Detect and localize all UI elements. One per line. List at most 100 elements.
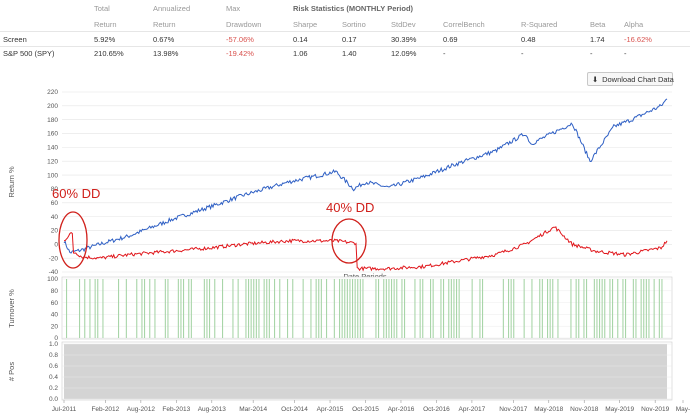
turnover-bar (250, 279, 252, 338)
turnover-bar (102, 279, 104, 338)
turnover-bar (97, 279, 99, 338)
turnover-bar (645, 279, 647, 338)
turnover-bar (458, 279, 460, 338)
turnover-bar (180, 279, 182, 338)
turnover-bar (625, 279, 627, 338)
row-annualized: 0.67% (153, 35, 175, 44)
positions-gridlines (62, 343, 672, 400)
turnover-bar (164, 279, 166, 338)
turnover-bar (430, 279, 432, 338)
return-x-axis-title: Date Periods (343, 272, 387, 281)
turnover-bar (632, 279, 634, 338)
return-y-tick-label: 160 (47, 131, 58, 138)
turnover-bar (531, 279, 533, 338)
header-total-sub: Return (94, 20, 117, 29)
turnover-bar (502, 279, 504, 338)
turnover-bar (570, 279, 572, 338)
row-max-dd: -57.06% (226, 35, 254, 44)
stats-separator (0, 31, 690, 32)
row-max-dd: -19.42% (226, 49, 254, 58)
header-annualized-sub: Return (153, 20, 176, 29)
header-beta: Beta (590, 20, 606, 29)
turnover-bar (118, 279, 120, 338)
header-correlbench: CorrelBench (443, 20, 485, 29)
turnover-bar (450, 279, 452, 338)
turnover-bar (341, 279, 343, 338)
x-tick-labels: Jul-2011 Feb-2012 Aug-2012 Feb-2013 Aug-2013… (52, 400, 690, 413)
annotation-60-dd: 60% DD (52, 186, 100, 201)
x-tick-label: Oct-2016 (423, 406, 450, 413)
row-sortino: 0.17 (342, 35, 357, 44)
return-y-tick-label: 140 (47, 145, 58, 152)
turnover-bar (448, 279, 450, 338)
positions-y-tick-label: 0.8 (49, 352, 58, 359)
turnover-bar (541, 279, 543, 338)
positions-y-tick-label: 0.4 (49, 374, 58, 381)
x-tick-label: Apr-2015 (317, 406, 344, 413)
turnover-bar (79, 279, 81, 338)
header-sortino: Sortino (342, 20, 366, 29)
turnover-gridlines (62, 278, 672, 339)
turnover-bar (456, 279, 458, 338)
turnover-bar (310, 279, 312, 338)
turnover-bar (255, 279, 257, 338)
turnover-bar (419, 279, 421, 338)
turnover-bar (586, 279, 588, 338)
turnover-y-tick-label: 20 (51, 323, 59, 330)
turnover-bar (188, 279, 190, 338)
turnover-bar (287, 279, 289, 338)
header-risk-group: Risk Statistics (MONTHLY Period) (293, 4, 414, 13)
download-chart-data-button[interactable]: ⬇ Download Chart Data (587, 72, 674, 86)
turnover-bar (609, 279, 611, 338)
turnover-bar (523, 279, 525, 338)
turnover-bar (648, 279, 650, 338)
turnover-bar (362, 279, 364, 338)
turnover-bar (318, 279, 320, 338)
header-annualized: Annualized (153, 4, 191, 13)
x-tick-label: Nov-2019 (641, 406, 670, 413)
turnover-bar (315, 279, 317, 338)
turnover-bar (661, 279, 663, 338)
drawdown-circle-2 (331, 218, 367, 264)
turnover-bar (352, 279, 354, 338)
turnover-bar (248, 279, 250, 338)
turnover-bar (354, 279, 356, 338)
turnover-bar (414, 279, 416, 338)
turnover-bar (604, 279, 606, 338)
x-tick-label: May- (676, 406, 690, 413)
return-y-tick-label: 220 (47, 89, 58, 96)
turnover-bar (653, 279, 655, 338)
turnover-bar (640, 279, 642, 338)
return-y-tick-label: 200 (47, 103, 58, 110)
x-tick-label: Jul-2011 (52, 406, 77, 413)
header-alpha: Alpha (624, 20, 644, 29)
turnover-bar (513, 279, 515, 338)
return-y-tick-label: 0 (54, 242, 58, 249)
turnover-y-axis-title: Turnover % (7, 289, 16, 328)
header-sharpe: Sharpe (293, 20, 318, 29)
turnover-bar (136, 279, 138, 338)
turnover-bar (167, 279, 169, 338)
turnover-bar (552, 279, 554, 338)
positions-y-axis-title: # Pos (7, 362, 16, 381)
x-tick-label: Feb-2012 (91, 406, 119, 413)
header-total: Total (94, 4, 110, 13)
turnover-bar (89, 279, 91, 338)
turnover-bar (359, 279, 361, 338)
turnover-bar (84, 279, 86, 338)
turnover-bar (622, 279, 624, 338)
turnover-bar (440, 279, 442, 338)
turnover-bars (66, 279, 663, 338)
turnover-bar (479, 279, 481, 338)
x-tick-label: Nov-2017 (499, 406, 528, 413)
turnover-bar (177, 279, 179, 338)
row-alpha: - (624, 49, 627, 58)
x-tick-label: Nov-2018 (570, 406, 599, 413)
x-tick-label: Apr-2016 (388, 406, 415, 413)
positions-y-tick-labels: 1.0 0.8 0.6 0.4 0.2 0.0 (49, 341, 58, 403)
turnover-bar (575, 279, 577, 338)
drawdown-circle-1 (58, 211, 88, 269)
turnover-bar (601, 279, 603, 338)
turnover-y-tick-label: 100 (47, 276, 58, 283)
